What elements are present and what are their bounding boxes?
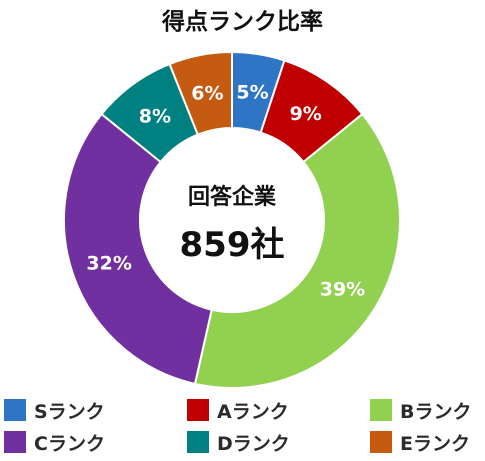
center-value: 859社: [180, 225, 285, 265]
legend-item-s: Sランク: [4, 397, 105, 423]
center-label: 回答企業: [188, 184, 277, 210]
slice-e: [168, 50, 233, 136]
data-label-c: 32%: [86, 253, 131, 275]
legend-swatch-e: [370, 431, 392, 453]
data-label-d: 8%: [139, 105, 171, 127]
legend-item-e: Eランク: [370, 429, 470, 455]
legend-swatch-s: [4, 399, 26, 421]
slice-c: [63, 112, 213, 386]
legend-item-c: Cランク: [4, 429, 105, 455]
legend-item-a: Aランク: [187, 397, 289, 423]
chart-title: 得点ランク比率: [162, 9, 323, 35]
legend-label-c: Cランク: [34, 432, 105, 455]
legend-item-d: Dランク: [187, 429, 290, 455]
legend-swatch-a: [187, 399, 209, 421]
legend-label-e: Eランク: [400, 432, 470, 455]
slice-b: [193, 112, 401, 389]
legend-label-b: Bランク: [400, 400, 472, 423]
data-label-b: 39%: [320, 279, 365, 301]
legend-label-a: Aランク: [217, 400, 289, 423]
legend-item-b: Bランク: [370, 397, 471, 423]
legend-swatch-b: [370, 399, 392, 421]
legend-label-s: Sランク: [34, 400, 105, 423]
data-label-s: 5%: [236, 82, 268, 104]
legend-swatch-c: [4, 431, 26, 453]
legend-swatch-d: [187, 431, 209, 453]
data-label-e: 6%: [191, 82, 223, 104]
legend: Sランク Aランク Bランク Cランク Dランク Eランク: [0, 395, 485, 461]
data-label-a: 9%: [290, 103, 322, 125]
legend-label-d: Dランク: [217, 432, 290, 455]
donut-chart: 5% 9% 39% 32% 8% 6% 回答企業 859社: [63, 50, 401, 389]
